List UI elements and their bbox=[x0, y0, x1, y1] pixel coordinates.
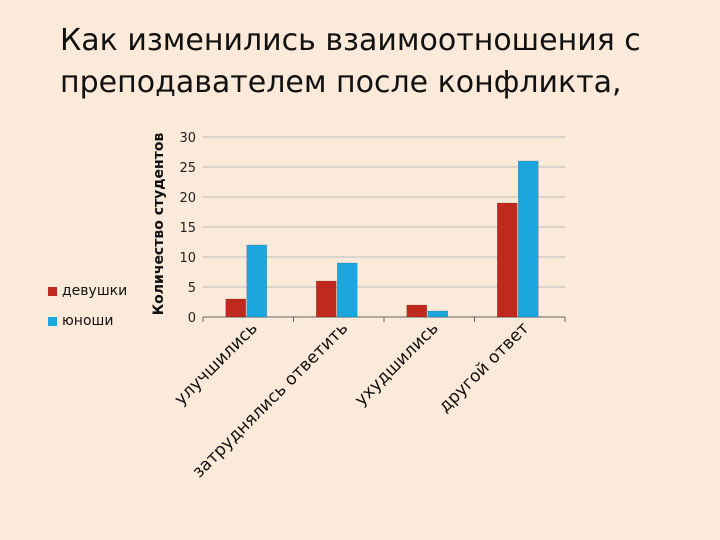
y-tick-label: 30 bbox=[179, 131, 196, 146]
chart-title: Как изменились взаимоотношения с препода… bbox=[60, 23, 641, 100]
x-category-label: затруднялись ответить bbox=[188, 318, 352, 482]
legend-item-boys: юноши bbox=[48, 310, 127, 332]
legend: девушки юноши bbox=[48, 280, 127, 340]
bar-girls bbox=[497, 202, 518, 318]
y-tick-label: 15 bbox=[179, 221, 196, 236]
bar-boys bbox=[337, 262, 358, 318]
y-tick-label: 25 bbox=[179, 161, 196, 176]
bar-girls bbox=[316, 280, 337, 318]
y-tick-label: 5 bbox=[188, 281, 196, 296]
bar-boys bbox=[518, 160, 539, 318]
y-axis-label: Количество студентов bbox=[151, 133, 167, 316]
y-axis-ticks: 0 5 10 15 20 25 30 bbox=[179, 131, 196, 326]
bar-girls bbox=[225, 298, 246, 318]
y-tick-label: 0 bbox=[188, 311, 196, 326]
x-category-label: ухудшились bbox=[351, 318, 443, 410]
bar-boys bbox=[246, 244, 267, 318]
legend-swatch-boys bbox=[48, 316, 57, 326]
bars bbox=[225, 160, 539, 318]
y-tick-label: 10 bbox=[179, 251, 196, 266]
legend-item-girls: девушки bbox=[48, 280, 127, 302]
bar-girls bbox=[406, 304, 427, 318]
x-category-label: другой ответ bbox=[435, 318, 533, 416]
legend-label-boys: юноши bbox=[62, 313, 114, 329]
legend-swatch-girls bbox=[48, 286, 57, 296]
bar-boys bbox=[427, 310, 448, 318]
legend-label-girls: девушки bbox=[62, 283, 128, 299]
x-category-label: улучшились bbox=[171, 318, 262, 409]
y-tick-label: 20 bbox=[179, 191, 196, 206]
